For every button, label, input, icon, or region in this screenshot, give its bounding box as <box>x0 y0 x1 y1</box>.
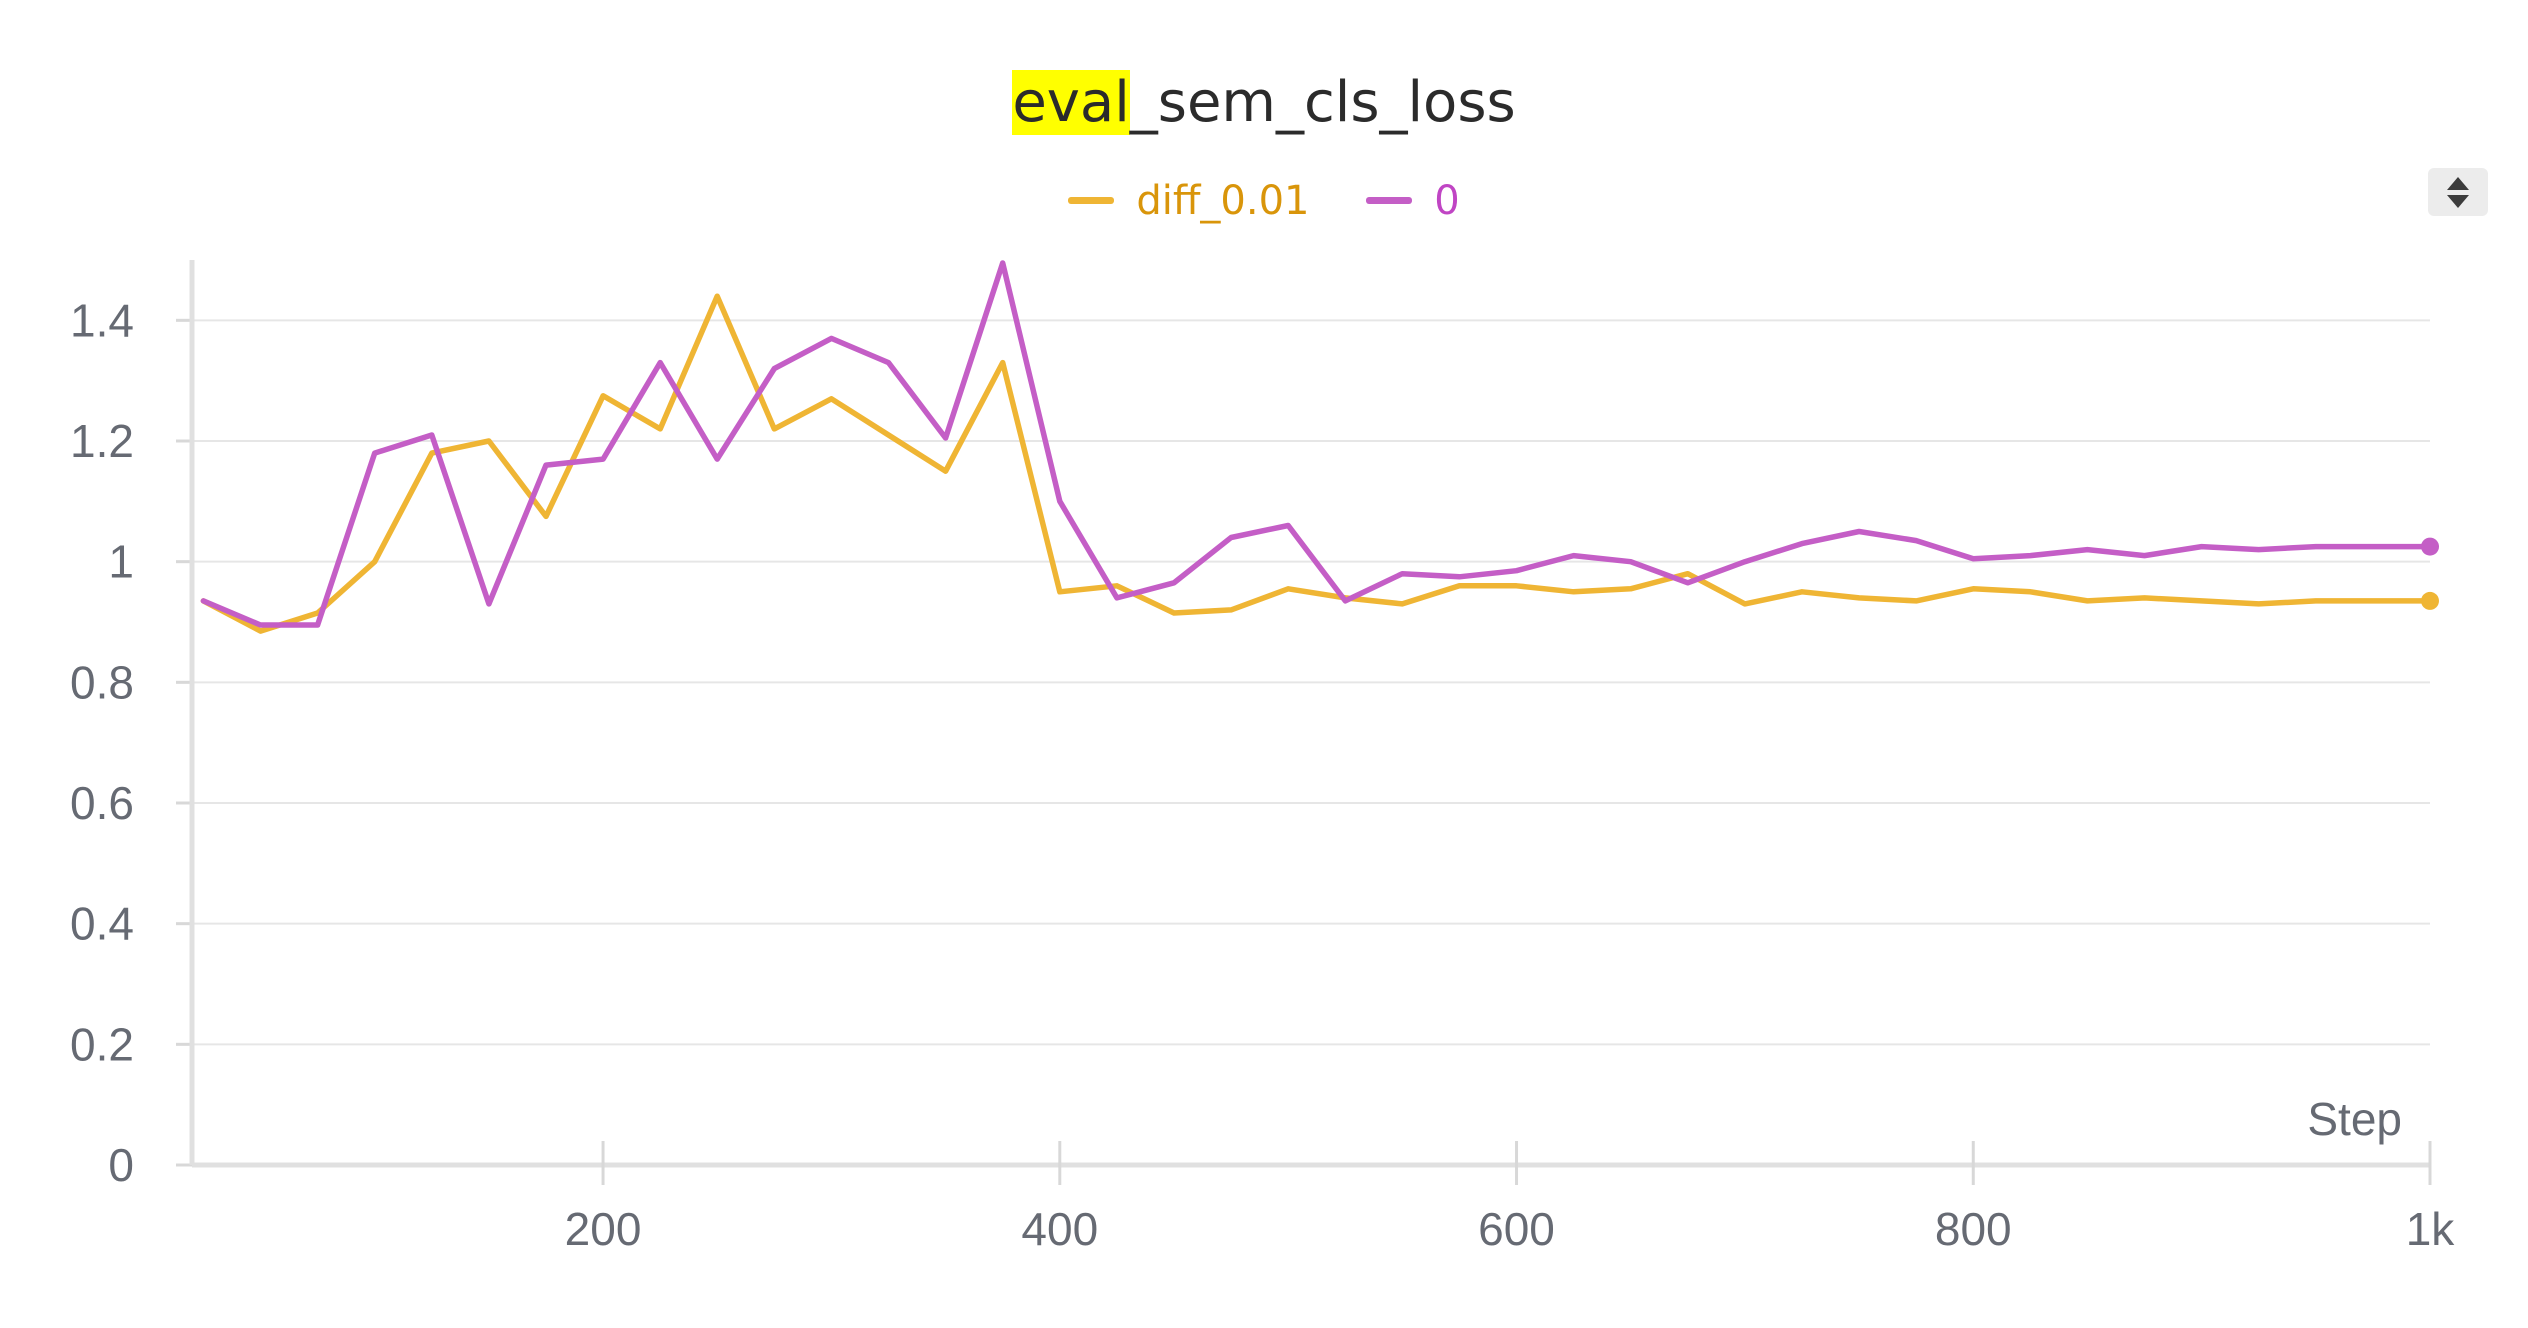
legend-swatch-diff <box>1068 197 1115 204</box>
legend-item-diff[interactable]: diff_0.01 <box>1068 178 1309 224</box>
x-tick-label: 200 <box>565 1203 642 1255</box>
sort-up-icon <box>2447 176 2469 190</box>
series-endpoint-1 <box>2421 537 2439 556</box>
x-tick-label: 1k <box>2406 1203 2456 1255</box>
y-tick-label: 1.2 <box>70 415 134 467</box>
x-tick-label: 400 <box>1021 1203 1098 1255</box>
series-lines <box>200 260 2439 634</box>
legend-swatch-zero <box>1366 197 1413 204</box>
y-tick-label: 0.6 <box>70 777 134 829</box>
title-rest: _sem_cls_loss <box>1129 70 1516 135</box>
x-tick-label: 600 <box>1478 1203 1555 1255</box>
sort-button[interactable] <box>2428 168 2488 216</box>
x-tick-label: 800 <box>1935 1203 2012 1255</box>
chart-title: eval_sem_cls_loss <box>0 70 2528 135</box>
series-line-0 <box>200 293 2433 634</box>
y-tick-label: 1.4 <box>70 294 134 346</box>
gridlines <box>192 319 2430 1046</box>
series-endpoint-0 <box>2421 591 2439 610</box>
y-tick-label: 0 <box>108 1139 134 1191</box>
y-tick-label: 0.4 <box>70 898 134 950</box>
title-highlight: eval <box>1012 70 1130 135</box>
y-tick-label: 1 <box>108 536 134 588</box>
y-tick-label: 0.2 <box>70 1018 134 1070</box>
x-axis-title: Step <box>2307 1093 2402 1145</box>
tick-labels: 0 0.2 0.4 0.6 0.8 1 1.2 1.4 200 400 600 800 1k Step <box>70 294 2455 1255</box>
sort-down-icon <box>2447 194 2469 208</box>
legend-label-diff: diff_0.01 <box>1136 177 1310 224</box>
legend-label-zero: 0 <box>1434 177 1460 224</box>
legend-item-zero[interactable]: 0 <box>1366 177 1460 224</box>
y-tick-label: 0.8 <box>70 656 134 708</box>
axes <box>176 260 2432 1185</box>
series-line-1 <box>200 260 2433 628</box>
legend: diff_0.01 0 <box>0 168 2528 224</box>
